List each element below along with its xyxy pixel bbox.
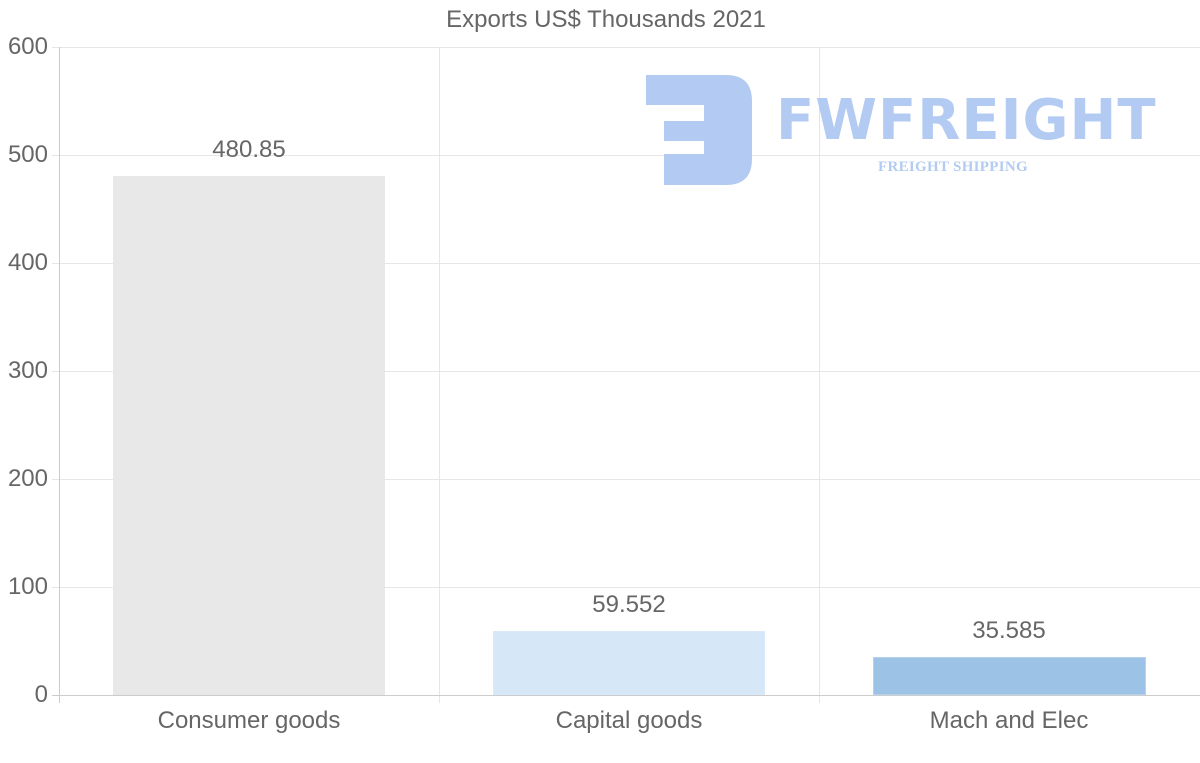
vgridline-2 [819,47,820,703]
y-tick-100: 100 [7,573,48,600]
bar-mach-and-elec[interactable] [873,657,1146,695]
bar-capital-goods[interactable] [493,631,765,695]
bar-value-label: 480.85 [212,136,286,163]
watermark-brand: FWFREIGHT [776,88,1157,153]
bar-value-label: 35.585 [972,617,1046,644]
x-label-mach-and-elec: Mach and Elec [929,707,1089,734]
fwfreight-logo-icon [646,75,752,185]
y-tick-200: 200 [7,465,48,492]
gridline-200 [52,479,1200,480]
fwfreight-watermark: FWFREIGHT FREIGHT SHIPPING [646,73,1156,188]
gridline-400 [52,263,1200,264]
y-tick-0: 0 [34,681,48,708]
y-tick-500: 500 [7,141,48,168]
y-tick-300: 300 [7,357,48,384]
bar-consumer-goods[interactable] [113,176,385,695]
chart-title: Exports US$ Thousands 2021 [446,6,766,33]
gridline-300 [52,371,1200,372]
y-axis-line [59,47,60,703]
gridline-500 [52,155,1200,156]
y-tick-600: 600 [7,33,48,60]
gridline-600 [52,47,1200,48]
watermark-tagline: FREIGHT SHIPPING [878,159,1028,175]
x-axis-line [52,695,1200,696]
y-tick-400: 400 [7,249,48,276]
gridline-100 [52,587,1200,588]
x-label-consumer-goods: Consumer goods [157,707,341,734]
x-label-capital-goods: Capital goods [555,707,703,734]
bar-value-label: 59.552 [592,591,666,618]
vgridline-1 [439,47,440,703]
